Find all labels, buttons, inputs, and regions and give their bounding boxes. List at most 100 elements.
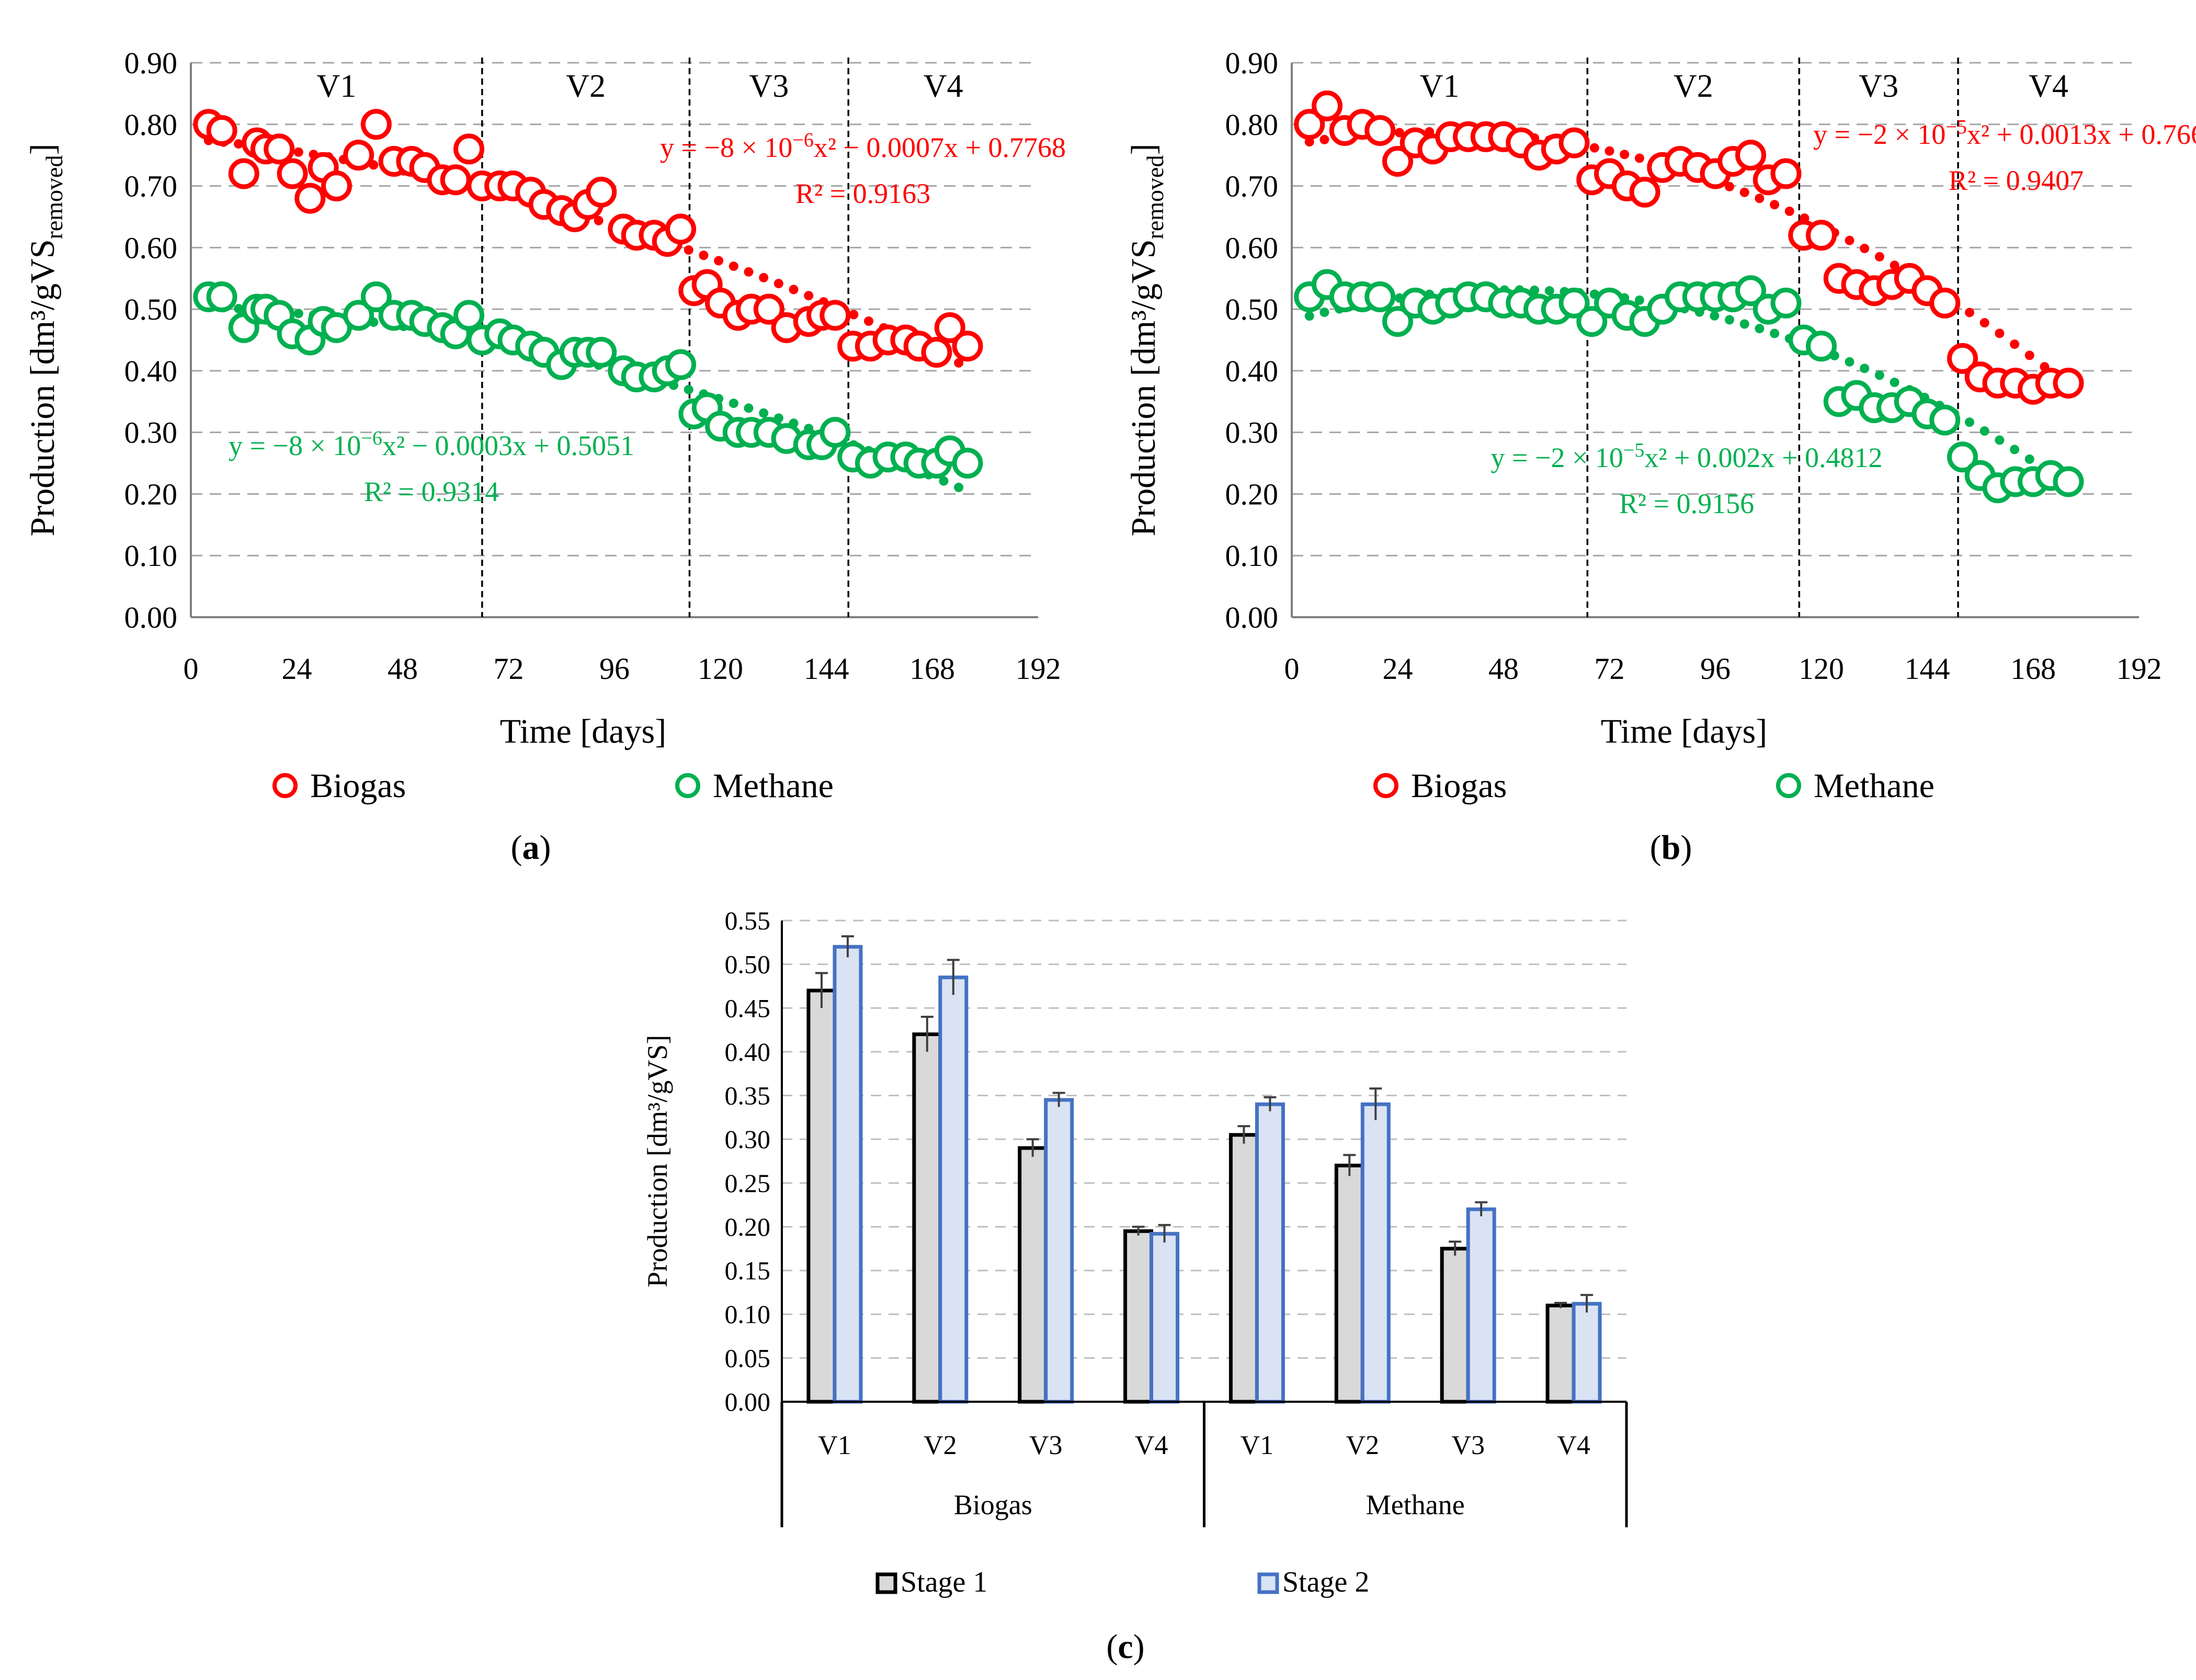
phase-label: V1 xyxy=(1420,69,1460,104)
equation-part: y = −8 × 10 xyxy=(229,430,361,461)
legend-stage2-label: Stage 2 xyxy=(1282,1566,1369,1598)
phase-label: V2 xyxy=(1674,69,1713,104)
x-category-label: V2 xyxy=(924,1431,957,1460)
biogas-point xyxy=(264,133,295,165)
biogas-trend-dot xyxy=(744,267,754,277)
y-axis-title-main: Production [dm³/gVS xyxy=(1124,239,1163,536)
legend-methane-label: Methane xyxy=(1814,767,1935,805)
methane-trend-dot xyxy=(1995,435,2005,445)
biogas-trend-dot xyxy=(1725,181,1734,191)
methane-point xyxy=(1929,404,1961,436)
y-tick-label: 0.80 xyxy=(124,108,178,142)
methane-point xyxy=(665,349,697,380)
biogas-trend-dot xyxy=(1890,260,1899,270)
y-axis-title-close: ] xyxy=(1124,144,1163,155)
y-tick-label: 0.20 xyxy=(725,1212,771,1241)
biogas-trend-dot xyxy=(1995,328,2005,338)
x-category-label: V4 xyxy=(1135,1431,1168,1460)
phase-label: V4 xyxy=(924,69,963,104)
equation-exponent: −6 xyxy=(792,129,813,151)
y-tick-label: 0.55 xyxy=(725,906,771,935)
methane-trend-dot xyxy=(1710,311,1720,321)
biogas-point xyxy=(1806,220,1837,251)
legend-biogas-label: Biogas xyxy=(1411,767,1507,805)
y-axis-title-subscript: removed xyxy=(41,155,67,240)
x-tick-label: 120 xyxy=(698,652,743,686)
y-tick-label: 0.60 xyxy=(1225,231,1279,265)
equation-exponent: −6 xyxy=(361,427,382,449)
panel-label-paren: ( xyxy=(1106,1628,1118,1666)
methane-trend-dot xyxy=(1890,378,1899,388)
stage1-bar xyxy=(806,989,837,1404)
x-tick-label: 168 xyxy=(2010,652,2056,686)
biogas-point xyxy=(294,183,326,214)
biogas-trend-dot xyxy=(1634,153,1644,163)
biogas-trend-dot xyxy=(684,245,693,255)
biogas-point xyxy=(440,164,471,196)
methane-trend-dot xyxy=(1965,417,1974,427)
y-tick-label: 0.45 xyxy=(725,993,771,1023)
panel-label-letter: c xyxy=(1118,1628,1133,1666)
legend-biogas-marker xyxy=(1373,773,1398,798)
biogas-trend-dot xyxy=(714,256,724,266)
equation-part: y = −2 × 10 xyxy=(1491,442,1623,473)
phase-label: V3 xyxy=(1859,69,1898,104)
biogas-trend-dot xyxy=(2024,350,2034,360)
y-tick-label: 0.80 xyxy=(1225,108,1279,142)
biogas-point xyxy=(934,312,965,343)
phase-label: V2 xyxy=(566,69,606,104)
methane-trend-dot xyxy=(954,482,964,492)
y-axis-title-close: ] xyxy=(24,144,62,155)
biogas-point xyxy=(665,213,697,245)
legend-biogas-label: Biogas xyxy=(310,767,406,805)
biogas-r2: R² = 0.9407 xyxy=(1949,165,2084,196)
y-tick-label: 0.40 xyxy=(1225,354,1279,388)
x-category-label: V3 xyxy=(1029,1431,1063,1460)
methane-point xyxy=(820,417,851,448)
methane-trend-dot xyxy=(1319,308,1329,317)
methane-point xyxy=(1947,441,1978,473)
y-tick-label: 0.20 xyxy=(124,477,178,511)
biogas-trend-dot xyxy=(1319,134,1329,144)
y-axis-title-subscript: removed xyxy=(1142,155,1168,240)
biogas-point xyxy=(206,115,237,146)
y-tick-label: 0.60 xyxy=(124,231,178,265)
biogas-trend-dot xyxy=(804,291,814,301)
methane-trend-dot xyxy=(1770,328,1780,338)
stage2-bar xyxy=(1572,1302,1602,1404)
biogas-trend-dot xyxy=(699,251,709,260)
methane-point xyxy=(1806,331,1837,362)
equation-part: x² + 0.002x + 0.4812 xyxy=(1644,442,1882,473)
biogas-point xyxy=(453,133,485,165)
y-tick-label: 0.25 xyxy=(725,1168,771,1198)
y-tick-label: 0.05 xyxy=(725,1343,771,1372)
biogas-point xyxy=(921,337,952,368)
legend-biogas-marker xyxy=(272,773,298,798)
methane-trend-dot xyxy=(2010,445,2020,455)
methane-r2: R² = 0.9156 xyxy=(1619,488,1754,519)
biogas-point xyxy=(360,109,392,140)
panel-label-letter: a xyxy=(522,828,540,867)
equation-part: x² − 0.0003x + 0.5051 xyxy=(382,430,634,461)
equation-part: y = −2 × 10 xyxy=(1813,119,1945,150)
panel-label-paren: ( xyxy=(1650,828,1662,867)
panel-c: 0.00 0.05 0.10 0.15 0.20 0.25 0.30 0.35 0.40 0.45… xyxy=(642,906,1628,1666)
biogas-trend-dot xyxy=(1605,146,1614,156)
equation-part: x² + 0.0013x + 0.7668 xyxy=(1967,119,2196,150)
legend-stage1-swatch xyxy=(875,1572,897,1594)
biogas-point xyxy=(1947,343,1978,374)
biogas-point xyxy=(820,300,851,331)
methane-point xyxy=(586,337,617,368)
methane-point xyxy=(1770,287,1802,319)
biogas-point xyxy=(586,176,617,208)
biogas-trend-dot xyxy=(293,147,303,157)
y-tick-label: 0.10 xyxy=(1225,539,1279,573)
methane-trend-dot xyxy=(1874,370,1884,380)
methane-point xyxy=(952,448,983,479)
biogas-point xyxy=(952,331,983,362)
x-tick-label: 120 xyxy=(1799,652,1844,686)
methane-trend-dot xyxy=(1725,315,1734,325)
methane-point xyxy=(1558,287,1590,319)
methane-trend-dot xyxy=(234,304,244,314)
biogas-trend-dot xyxy=(1874,252,1884,262)
